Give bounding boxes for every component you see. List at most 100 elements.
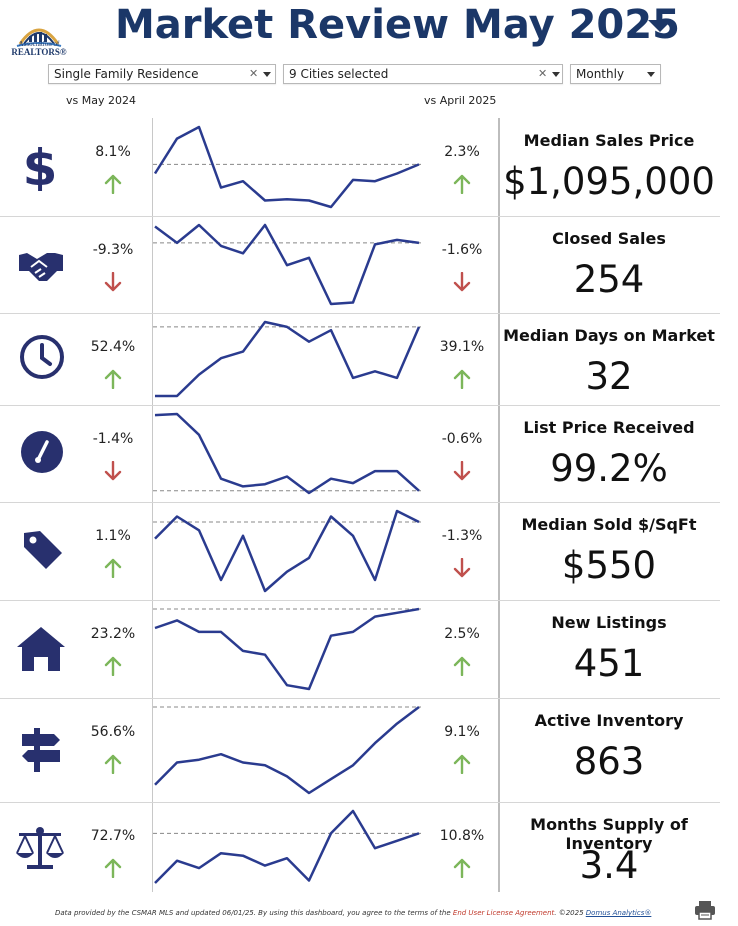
- row-divider: [0, 313, 720, 314]
- logo-text: Association of REALTORS®: [11, 40, 67, 57]
- arrow-up-icon: [104, 174, 122, 194]
- trend-line: [154, 809, 420, 884]
- eula-link[interactable]: End User License Agreement: [452, 909, 555, 917]
- arrow-down-icon: [453, 461, 471, 481]
- yoy-change: -1.4%: [92, 431, 134, 447]
- signpost-icon: [22, 728, 60, 772]
- mom-change: -1.6%: [441, 242, 483, 258]
- property-type-value: Single Family Residence: [54, 67, 199, 81]
- column-divider: [498, 118, 500, 892]
- gauge-icon: [21, 430, 63, 473]
- trend-line: [154, 412, 420, 495]
- arrow-up-icon: [104, 754, 122, 774]
- trend-line: [154, 607, 420, 691]
- balance-scale-icon: [16, 827, 64, 869]
- trend-line: [154, 509, 420, 593]
- footer-text: Data provided by the CSMAR MLS and updat…: [55, 909, 451, 917]
- yoy-change: -9.3%: [92, 242, 134, 258]
- title-text: Market Review: [115, 2, 450, 48]
- row-divider: [0, 802, 720, 803]
- yoy-change: 8.1%: [95, 144, 131, 160]
- arrow-up-icon: [104, 656, 122, 676]
- arrow-up-icon: [453, 858, 471, 878]
- metric-value: 99.2%: [550, 447, 668, 490]
- printer-icon[interactable]: [694, 900, 716, 920]
- metric-value: 32: [585, 355, 633, 398]
- yoy-change: 72.7%: [90, 828, 136, 844]
- yoy-change: 52.4%: [90, 339, 136, 355]
- interval-select[interactable]: Monthly: [570, 64, 661, 84]
- metric-value: 863: [573, 740, 645, 783]
- trend-sparkline: [153, 125, 421, 209]
- period-label: May 2025: [463, 2, 680, 48]
- yoy-change: 23.2%: [90, 626, 136, 642]
- dollar-icon: $: [23, 143, 58, 191]
- mom-change: 9.1%: [444, 724, 480, 740]
- trend-line: [154, 706, 420, 795]
- trend-line: [154, 223, 420, 306]
- trend-sparkline: [153, 607, 421, 691]
- arrow-up-icon: [453, 754, 471, 774]
- metric-value: $1,095,000: [503, 160, 715, 203]
- trend-sparkline: [153, 223, 421, 306]
- mom-change: 2.3%: [444, 144, 480, 160]
- mom-change: -0.6%: [441, 431, 483, 447]
- metric-title: Median Sales Price: [523, 131, 695, 150]
- year-comparison-label: vs May 2024: [66, 94, 136, 107]
- arrow-down-icon: [104, 461, 122, 481]
- association-logo: [16, 28, 62, 47]
- metric-value: $550: [561, 544, 657, 587]
- row-divider: [0, 216, 720, 217]
- metric-title: Active Inventory: [534, 711, 684, 730]
- trend-sparkline: [153, 320, 421, 398]
- metric-title: Months Supply of Inventory: [530, 815, 688, 853]
- clock-icon: [20, 335, 64, 379]
- metric-title: New Listings: [551, 613, 667, 632]
- cities-value: 9 Cities selected: [289, 67, 389, 81]
- clear-icon[interactable]: ✕: [249, 67, 259, 80]
- page-title: Market Review May 2025: [115, 2, 680, 48]
- arrow-down-icon: [453, 272, 471, 292]
- mom-change: 2.5%: [444, 626, 480, 642]
- price-tag-icon: [24, 531, 62, 569]
- metric-title: Closed Sales: [552, 229, 666, 248]
- trend-sparkline: [153, 509, 421, 593]
- interval-value: Monthly: [576, 67, 625, 81]
- row-divider: [0, 405, 720, 406]
- footer-copyright: . ©2025: [554, 909, 584, 917]
- arrow-down-icon: [104, 272, 122, 292]
- chevron-down-icon[interactable]: [552, 72, 560, 77]
- chevron-down-icon[interactable]: [263, 72, 271, 77]
- trend-line: [155, 320, 421, 398]
- arrow-up-icon: [104, 369, 122, 389]
- trend-sparkline: [153, 809, 421, 884]
- metric-value: 451: [573, 642, 645, 685]
- chevron-down-icon[interactable]: [647, 72, 655, 77]
- mom-change: -1.3%: [441, 528, 483, 544]
- period-dropdown-icon[interactable]: [648, 20, 672, 32]
- vendor-link[interactable]: Domus Analytics®: [585, 909, 652, 917]
- house-icon: [17, 627, 65, 671]
- metric-title: Median Sold $/SqFt: [521, 515, 697, 534]
- column-divider: [152, 118, 153, 892]
- metric-value: 3.4: [579, 844, 639, 887]
- row-divider: [0, 698, 720, 699]
- arrow-up-icon: [104, 858, 122, 878]
- handshake-icon: [19, 252, 63, 281]
- footer-disclaimer: Data provided by the CSMAR MLS and updat…: [55, 909, 651, 917]
- clear-icon[interactable]: ✕: [538, 67, 548, 80]
- property-type-select[interactable]: Single Family Residence ✕: [48, 64, 276, 84]
- arrow-up-icon: [453, 369, 471, 389]
- yoy-change: 1.1%: [95, 528, 131, 544]
- arrow-down-icon: [453, 558, 471, 578]
- arrow-up-icon: [453, 656, 471, 676]
- trend-sparkline: [153, 706, 421, 795]
- mom-change: 39.1%: [439, 339, 485, 355]
- yoy-change: 56.6%: [90, 724, 136, 740]
- mom-change: 10.8%: [439, 828, 485, 844]
- month-comparison-label: vs April 2025: [424, 94, 497, 107]
- cities-select[interactable]: 9 Cities selected ✕: [283, 64, 563, 84]
- metric-value: 254: [573, 258, 645, 301]
- metric-title: Median Days on Market: [503, 326, 715, 345]
- row-divider: [0, 600, 720, 601]
